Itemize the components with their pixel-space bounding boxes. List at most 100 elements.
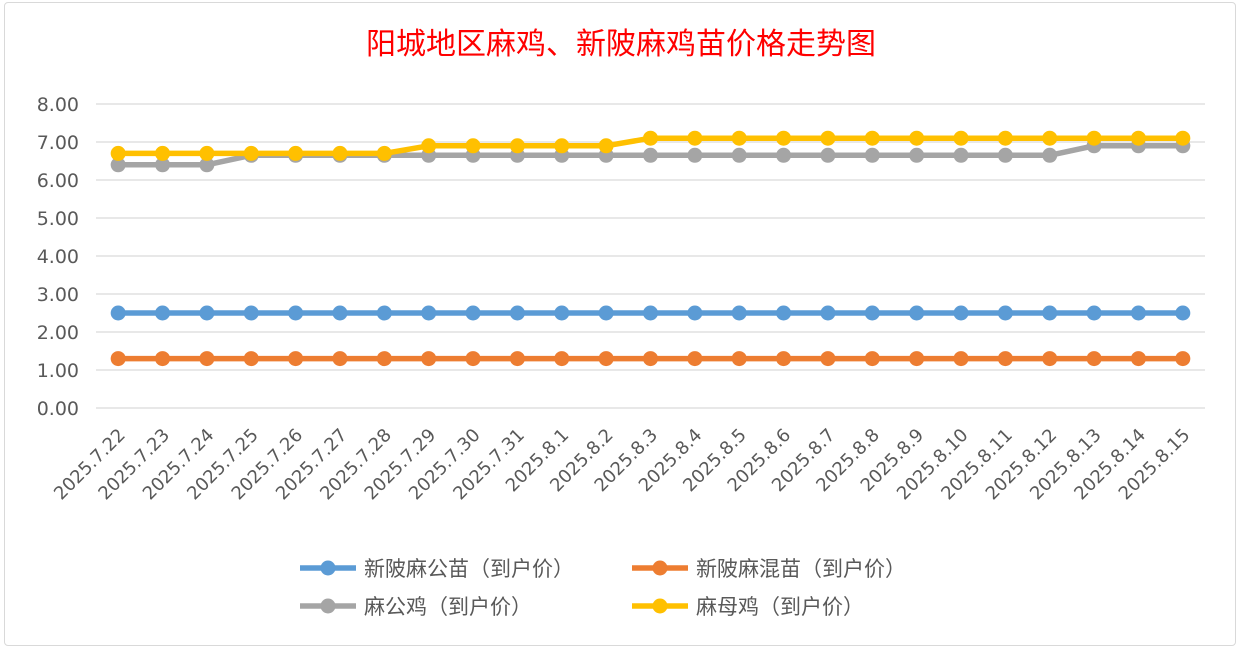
y-tick-label: 7.00 <box>37 132 79 154</box>
y-tick-label: 3.00 <box>37 284 79 306</box>
data-point <box>776 147 792 163</box>
data-point <box>199 157 215 173</box>
data-point <box>243 145 259 161</box>
data-point <box>953 305 969 321</box>
data-point <box>155 305 171 321</box>
data-point <box>332 351 348 367</box>
data-point <box>332 145 348 161</box>
data-point <box>1130 351 1146 367</box>
legend-label: 新陂麻混苗（到户价） <box>696 557 906 581</box>
data-point <box>1086 130 1102 146</box>
data-point <box>1175 351 1191 367</box>
data-point <box>288 305 304 321</box>
data-point <box>110 305 126 321</box>
data-point <box>820 130 836 146</box>
data-point <box>1086 305 1102 321</box>
data-point <box>243 351 259 367</box>
data-point <box>598 351 614 367</box>
data-point <box>288 145 304 161</box>
legend-item: 麻母鸡（到户价） <box>632 595 864 619</box>
data-point <box>643 351 658 367</box>
data-point <box>731 351 747 367</box>
legend-swatch-marker <box>652 560 668 576</box>
data-point <box>643 305 658 321</box>
data-point <box>909 147 925 163</box>
data-point <box>864 305 880 321</box>
data-point <box>731 147 747 163</box>
data-point <box>199 305 215 321</box>
data-point <box>820 305 836 321</box>
data-point <box>155 351 171 367</box>
data-point <box>820 351 836 367</box>
y-tick-label: 0.00 <box>37 398 79 420</box>
data-point <box>598 138 614 154</box>
y-tick-label: 2.00 <box>37 322 79 344</box>
data-point <box>997 130 1013 146</box>
data-point <box>1042 130 1058 146</box>
data-point <box>598 305 614 321</box>
data-point <box>1086 351 1102 367</box>
data-point <box>332 305 348 321</box>
x-axis: 2025.7.222025.7.232025.7.242025.7.252025… <box>50 425 1194 505</box>
data-point <box>1042 147 1058 163</box>
data-point <box>909 130 925 146</box>
data-point <box>997 147 1013 163</box>
legend-item: 麻公鸡（到户价） <box>300 595 532 619</box>
data-point <box>465 305 481 321</box>
data-point <box>731 305 747 321</box>
y-tick-label: 4.00 <box>37 246 79 268</box>
data-point <box>376 145 392 161</box>
data-point <box>864 130 880 146</box>
series-group <box>110 130 1191 367</box>
data-point <box>776 305 792 321</box>
data-point <box>1042 351 1058 367</box>
data-point <box>110 145 126 161</box>
data-point <box>110 351 126 367</box>
legend-item: 新陂麻公苗（到户价） <box>300 557 574 581</box>
data-point <box>199 351 215 367</box>
series-3 <box>110 130 1191 161</box>
data-point <box>243 305 259 321</box>
data-point <box>687 305 703 321</box>
series-1 <box>110 351 1191 367</box>
data-point <box>509 138 525 154</box>
data-point <box>864 351 880 367</box>
data-point <box>509 351 525 367</box>
legend-label: 新陂麻公苗（到户价） <box>364 557 574 581</box>
data-point <box>687 351 703 367</box>
y-tick-label: 5.00 <box>37 208 79 230</box>
y-axis: 0.00 1.00 2.00 3.00 4.00 5.00 6.00 7.00 8.00 <box>37 94 79 420</box>
data-point <box>909 305 925 321</box>
y-tick-label: 1.00 <box>37 360 79 382</box>
legend-label: 麻母鸡（到户价） <box>696 595 864 619</box>
data-point <box>376 351 392 367</box>
data-point <box>554 138 570 154</box>
data-point <box>421 351 437 367</box>
data-point <box>554 305 570 321</box>
data-point <box>1175 305 1191 321</box>
data-point <box>155 145 171 161</box>
data-point <box>465 138 481 154</box>
data-point <box>997 351 1013 367</box>
data-point <box>110 157 126 173</box>
legend-item: 新陂麻混苗（到户价） <box>632 557 906 581</box>
data-point <box>155 157 171 173</box>
data-point <box>953 351 969 367</box>
y-tick-label: 8.00 <box>37 94 79 116</box>
data-point <box>421 305 437 321</box>
legend-swatch-marker <box>320 560 336 576</box>
gridlines <box>96 103 1205 409</box>
data-point <box>997 305 1013 321</box>
data-point <box>199 145 215 161</box>
legend: 新陂麻公苗（到户价） 新陂麻混苗（到户价） 麻公鸡（到户价） 麻母鸡（到户价） <box>300 557 906 619</box>
series-0 <box>110 305 1191 321</box>
data-point <box>643 147 658 163</box>
data-point <box>909 351 925 367</box>
data-point <box>1042 305 1058 321</box>
chart-title: 阳城地区麻鸡、新陂麻鸡苗价格走势图 <box>366 27 876 62</box>
data-point <box>554 351 570 367</box>
y-tick-label: 6.00 <box>37 170 79 192</box>
data-point <box>1130 305 1146 321</box>
data-point <box>776 351 792 367</box>
data-point <box>820 147 836 163</box>
